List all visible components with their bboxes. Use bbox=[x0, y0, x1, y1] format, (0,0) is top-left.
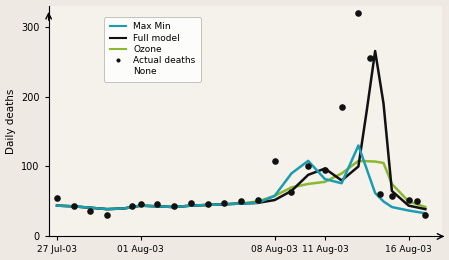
Point bbox=[422, 213, 429, 217]
Point bbox=[321, 168, 329, 172]
Point bbox=[87, 209, 94, 213]
Point bbox=[254, 198, 261, 202]
Point bbox=[137, 202, 144, 206]
Point bbox=[104, 213, 111, 217]
Point bbox=[366, 56, 374, 60]
Point bbox=[288, 190, 295, 194]
Point bbox=[271, 159, 278, 163]
Legend: Max Min, Full model, Ozone, Actual deaths, None: Max Min, Full model, Ozone, Actual death… bbox=[104, 17, 201, 82]
Point bbox=[70, 204, 77, 209]
Y-axis label: Daily deaths: Daily deaths bbox=[5, 88, 16, 154]
Point bbox=[338, 105, 345, 109]
Point bbox=[129, 204, 136, 208]
Point bbox=[221, 201, 228, 205]
Point bbox=[154, 202, 161, 206]
Point bbox=[304, 164, 312, 168]
Point bbox=[355, 10, 362, 15]
Point bbox=[405, 198, 412, 202]
Point bbox=[204, 202, 211, 206]
Point bbox=[53, 196, 61, 200]
Point bbox=[414, 199, 421, 204]
Point bbox=[238, 199, 245, 204]
Point bbox=[388, 194, 396, 198]
Point bbox=[171, 204, 178, 208]
Point bbox=[187, 201, 194, 205]
Point bbox=[377, 192, 384, 197]
